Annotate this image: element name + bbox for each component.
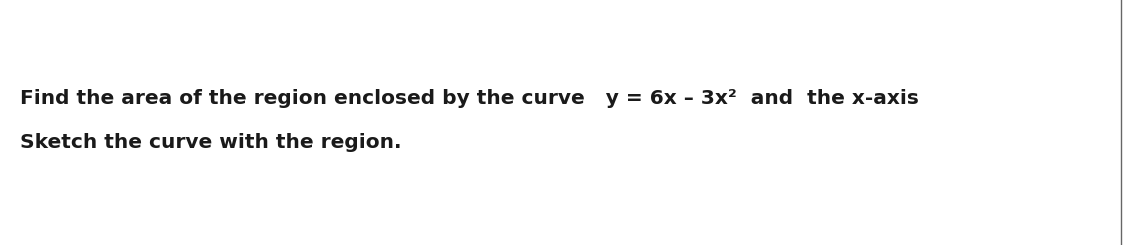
Text: Find the area of the region enclosed by the curve   y = 6x – 3x²  and  the x-axi: Find the area of the region enclosed by … (20, 88, 919, 108)
Text: Sketch the curve with the region.: Sketch the curve with the region. (20, 133, 402, 152)
